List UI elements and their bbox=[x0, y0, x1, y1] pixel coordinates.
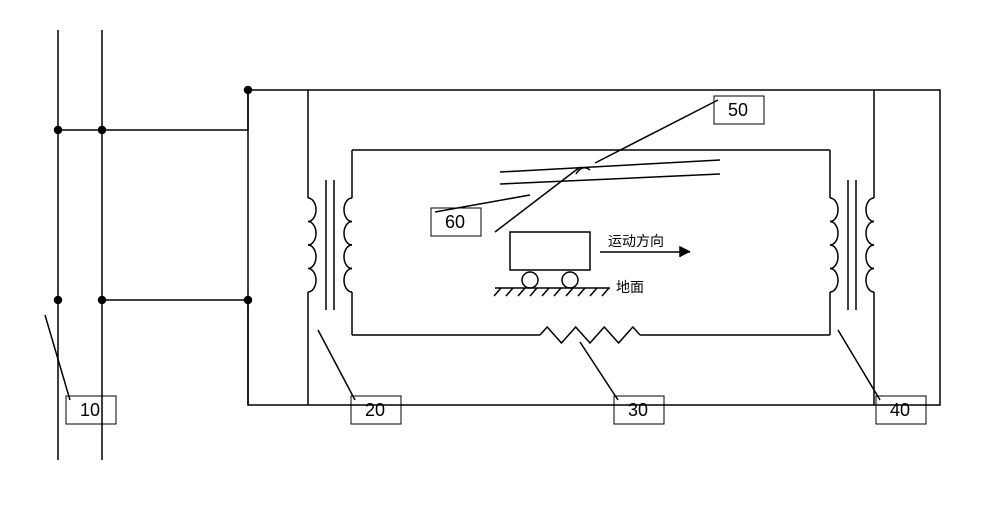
svg-text:30: 30 bbox=[628, 400, 648, 420]
svg-text:20: 20 bbox=[365, 400, 385, 420]
svg-text:地面: 地面 bbox=[616, 279, 644, 295]
svg-text:40: 40 bbox=[890, 400, 910, 420]
svg-text:60: 60 bbox=[445, 212, 465, 232]
svg-text:10: 10 bbox=[80, 400, 100, 420]
svg-text:运动方向: 运动方向 bbox=[608, 233, 664, 249]
svg-text:50: 50 bbox=[728, 100, 748, 120]
